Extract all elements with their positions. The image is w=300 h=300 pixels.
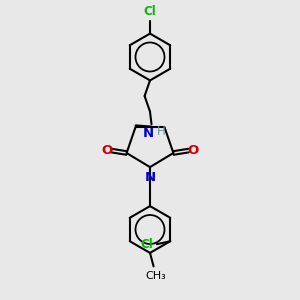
Text: N: N <box>142 127 154 140</box>
Text: N: N <box>144 171 156 184</box>
Text: O: O <box>102 144 113 157</box>
Text: O: O <box>187 144 198 157</box>
Text: H: H <box>157 125 166 138</box>
Text: Cl: Cl <box>140 238 153 251</box>
Text: CH₃: CH₃ <box>145 271 166 281</box>
Text: Cl: Cl <box>144 5 156 18</box>
